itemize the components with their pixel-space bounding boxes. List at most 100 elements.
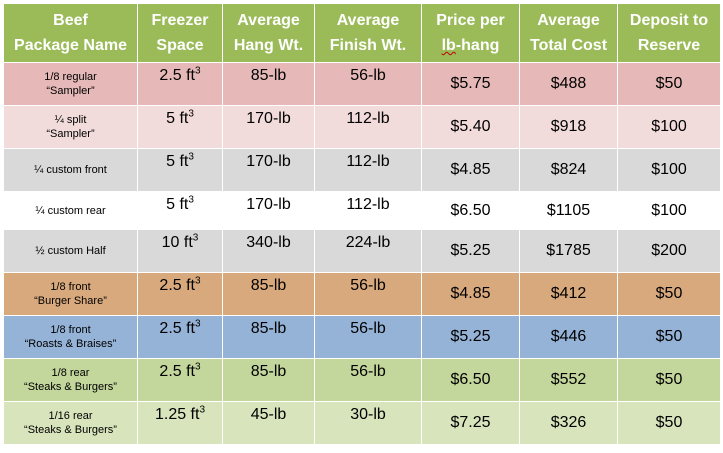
- package-name: 1/8 front: [50, 324, 91, 336]
- hang-weight-cell: 85-lb: [222, 272, 315, 316]
- beef-package-table: Beef Package Name Freezer Space Average Hang …: [3, 3, 721, 445]
- deposit-cell: $50: [617, 272, 721, 316]
- package-name: 1/8 regular: [44, 71, 97, 83]
- total-cost-cell: $918: [519, 105, 618, 149]
- package-name: ½ custom Half: [35, 245, 106, 257]
- price-per-lb-cell: $5.25: [421, 315, 520, 359]
- deposit-cell: $50: [617, 62, 721, 106]
- package-name: 1/8 rear: [51, 367, 90, 379]
- header-line-2: Reserve: [637, 37, 701, 54]
- table-row: ¼ split “Sampler” 5 ft3 170-lb 112-lb $5.40 $9…: [3, 105, 721, 149]
- price-per-lb-cell: $5.75: [421, 62, 520, 106]
- cubic-exponent: 3: [188, 108, 194, 120]
- freezer-space-cell: 1.25 ft3: [137, 401, 223, 445]
- finish-weight-cell: 224-lb: [314, 229, 422, 273]
- cubic-exponent: 3: [195, 318, 201, 330]
- freezer-space-cell: 5 ft3: [137, 105, 223, 149]
- total-cost-cell: $824: [519, 148, 618, 192]
- hang-weight-cell: 45-lb: [222, 401, 315, 445]
- package-name-cell: ¼ split “Sampler”: [3, 105, 138, 149]
- total-cost-cell: $412: [519, 272, 618, 316]
- package-name: ¼ split: [54, 114, 87, 126]
- package-nickname: “Steaks & Burgers”: [24, 424, 117, 436]
- hang-weight-cell: 85-lb: [222, 315, 315, 359]
- table-body: 1/8 regular “Sampler” 2.5 ft3 85-lb 56-lb $5.…: [3, 62, 721, 445]
- package-name-cell: ¼ custom front: [3, 148, 138, 192]
- total-cost-cell: $326: [519, 401, 618, 445]
- finish-weight-cell: 30-lb: [314, 401, 422, 445]
- package-name-cell: 1/8 regular “Sampler”: [3, 62, 138, 106]
- table-row: ¼ custom front 5 ft3 170-lb 112-lb $4.85 $824…: [3, 148, 721, 192]
- header-line-2: Finish Wt.: [329, 37, 407, 54]
- col-freezer-space-header: Freezer Space: [137, 3, 223, 63]
- col-total-cost-header: Average Total Cost: [519, 3, 618, 63]
- freezer-space-value: 2.5 ft: [159, 67, 195, 84]
- finish-weight-cell: 56-lb: [314, 358, 422, 402]
- table-row: 1/8 front “Burger Share” 2.5 ft3 85-lb 56-lb…: [3, 272, 721, 316]
- table-row: ½ custom Half 10 ft3 340-lb 224-lb $5.25 $178…: [3, 229, 721, 273]
- package-name-cell: 1/8 rear “Steaks & Burgers”: [3, 358, 138, 402]
- cubic-exponent: 3: [192, 232, 199, 244]
- total-cost-cell: $1785: [519, 229, 618, 273]
- freezer-space-cell: 5 ft3: [137, 148, 223, 192]
- hang-weight-cell: 85-lb: [222, 358, 315, 402]
- package-nickname: “Roasts & Braises”: [24, 338, 117, 350]
- header-line-2: Package Name: [14, 37, 127, 54]
- finish-weight-cell: 112-lb: [314, 148, 422, 192]
- package-name-cell: 1/16 rear “Steaks & Burgers”: [3, 401, 138, 445]
- freezer-space-value: 2.5 ft: [159, 320, 195, 337]
- cubic-exponent: 3: [199, 404, 206, 416]
- freezer-space-value: 5 ft: [166, 110, 189, 127]
- price-per-lb-cell: $7.25: [421, 401, 520, 445]
- total-cost-cell: $446: [519, 315, 618, 359]
- col-deposit-header: Deposit to Reserve: [617, 3, 721, 63]
- finish-weight-cell: 112-lb: [314, 105, 422, 149]
- package-nickname: “Steaks & Burgers”: [24, 381, 117, 393]
- deposit-cell: $100: [617, 148, 721, 192]
- header-line-1: Price per: [436, 12, 505, 29]
- spellcheck-underlined-word: lb: [441, 37, 456, 54]
- freezer-space-value: 1.25 ft: [154, 406, 200, 423]
- deposit-cell: $50: [617, 358, 721, 402]
- total-cost-cell: $552: [519, 358, 618, 402]
- finish-weight-cell: 56-lb: [314, 272, 422, 316]
- package-name-cell: 1/8 front “Roasts & Braises”: [3, 315, 138, 359]
- header-line-2: Space: [156, 37, 204, 54]
- freezer-space-value: 2.5 ft: [159, 277, 195, 294]
- hang-weight-cell: 170-lb: [222, 105, 315, 149]
- freezer-space-value: 2.5 ft: [159, 363, 195, 380]
- price-per-lb-cell: $6.50: [421, 358, 520, 402]
- package-name: ¼ custom front: [34, 164, 107, 176]
- price-per-lb-cell: $6.50: [421, 191, 520, 230]
- package-nickname: “Sampler”: [46, 128, 95, 140]
- freezer-space-value: 10 ft: [161, 234, 193, 251]
- finish-weight-cell: 56-lb: [314, 315, 422, 359]
- freezer-space-cell: 2.5 ft3: [137, 272, 223, 316]
- package-nickname: “Burger Share”: [34, 295, 107, 307]
- deposit-cell: $100: [617, 105, 721, 149]
- finish-weight-cell: 112-lb: [314, 191, 422, 230]
- cubic-exponent: 3: [188, 151, 194, 163]
- price-per-lb-cell: $5.40: [421, 105, 520, 149]
- freezer-space-cell: 2.5 ft3: [137, 315, 223, 359]
- package-name-cell: 1/8 front “Burger Share”: [3, 272, 138, 316]
- package-name: 1/16 rear: [48, 410, 93, 422]
- table-row: 1/8 front “Roasts & Braises” 2.5 ft3 85-lb 5…: [3, 315, 721, 359]
- header-line-2-rest: -hang: [455, 37, 500, 54]
- hang-weight-cell: 340-lb: [222, 229, 315, 273]
- header-line-1: Average: [336, 12, 400, 29]
- price-per-lb-cell: $4.85: [421, 148, 520, 192]
- table-row: 1/8 regular “Sampler” 2.5 ft3 85-lb 56-lb $5.…: [3, 62, 721, 106]
- freezer-space-value: 5 ft: [166, 153, 189, 170]
- table-row: 1/8 rear “Steaks & Burgers” 2.5 ft3 85-lb 56…: [3, 358, 721, 402]
- freezer-space-value: 5 ft: [166, 196, 189, 213]
- finish-weight-cell: 56-lb: [314, 62, 422, 106]
- header-line-2: lb-hang: [423, 33, 519, 58]
- cubic-exponent: 3: [195, 361, 201, 373]
- col-finish-weight-header: Average Finish Wt.: [314, 3, 422, 63]
- deposit-cell: $100: [617, 191, 721, 230]
- hang-weight-cell: 85-lb: [222, 62, 315, 106]
- cubic-exponent: 3: [195, 275, 201, 287]
- header-line-1: Freezer: [151, 12, 209, 29]
- deposit-cell: $200: [617, 229, 721, 273]
